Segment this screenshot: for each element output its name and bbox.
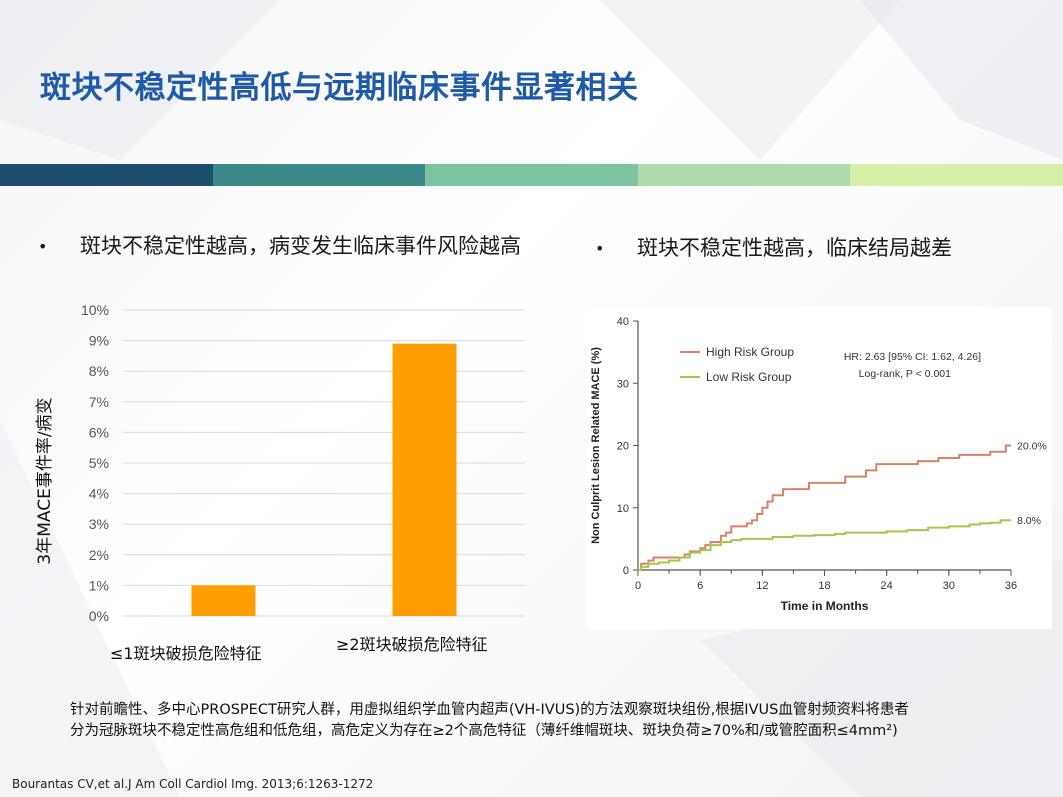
band-segment bbox=[637, 164, 851, 186]
km-y-tick-label: 20 bbox=[617, 441, 629, 453]
band-segment bbox=[0, 164, 213, 186]
citation: Bourantas CV,et al.J Am Coll Cardiol Img… bbox=[12, 777, 374, 791]
band-segment bbox=[212, 164, 426, 186]
color-band bbox=[0, 164, 1063, 186]
bar-y-tick-label: 8% bbox=[89, 363, 109, 379]
km-y-axis-title: Non Culprit Lesion Related MACE (%) bbox=[590, 347, 602, 544]
bar bbox=[191, 585, 256, 616]
km-x-tick-label: 24 bbox=[881, 580, 893, 592]
km-x-tick-label: 6 bbox=[697, 580, 703, 592]
bar-y-tick-label: 10% bbox=[81, 302, 109, 318]
km-p-annotation: Log-rank, P < 0.001 bbox=[859, 368, 951, 380]
bar bbox=[392, 343, 457, 616]
km-x-axis-title: Time in Months bbox=[781, 599, 869, 613]
bullet-right: • 斑块不稳定性越高，临床结局越差 bbox=[595, 234, 1037, 263]
study-note-line2: 分为冠脉斑块不稳定性高危组和低危组，高危定义为存在≥2个高危特征（薄纤维帽斑块、… bbox=[70, 723, 898, 739]
km-hr-annotation: HR: 2.63 [95% CI: 1.62, 4.26] bbox=[844, 351, 981, 363]
km-y-tick-label: 0 bbox=[623, 565, 629, 577]
bullet-left-text: 斑块不稳定性越高，病变发生临床事件风险越高 bbox=[80, 234, 521, 258]
bullet-left: • 斑块不稳定性越高，病变发生临床事件风险越高 bbox=[38, 232, 530, 261]
bar-y-tick-label: 1% bbox=[89, 577, 109, 593]
km-x-tick-label: 0 bbox=[635, 580, 641, 592]
study-note-line1: 针对前瞻性、多中心PROSPECT研究人群，用虚拟组织学血管内超声(VH-IVU… bbox=[70, 702, 909, 718]
km-x-tick-label: 18 bbox=[818, 580, 830, 592]
band-segment bbox=[850, 164, 1063, 186]
km-legend-label: Low Risk Group bbox=[706, 370, 792, 384]
km-end-label: 20.0% bbox=[1017, 441, 1047, 453]
bullet-right-text: 斑块不稳定性越高，临床结局越差 bbox=[637, 236, 952, 260]
km-end-label: 8.0% bbox=[1017, 515, 1041, 527]
bar-x-tick-label: ≥2斑块破损危险特征 bbox=[336, 635, 488, 654]
km-y-tick-label: 40 bbox=[617, 316, 629, 328]
bar-chart: 0% 1% 2% 3% 4% 5% 6% 7% 8% 9% 10% 3年MACE事件率/病变 bbox=[35, 302, 525, 624]
bar-y-tick-label: 7% bbox=[89, 394, 109, 410]
km-series-line bbox=[638, 519, 1011, 571]
band-segment bbox=[425, 164, 638, 186]
bar-y-tick-label: 5% bbox=[89, 455, 109, 471]
km-x-tick-label: 12 bbox=[756, 580, 768, 592]
bar-y-tick-label: 2% bbox=[89, 547, 109, 563]
bullet-dot: • bbox=[38, 237, 48, 256]
bar-y-tick-label: 3% bbox=[89, 516, 109, 532]
km-series-line bbox=[638, 444, 1011, 571]
km-x-tick-label: 36 bbox=[1005, 580, 1017, 592]
bar-y-tick-label: 9% bbox=[89, 333, 109, 349]
bar-y-tick-label: 4% bbox=[89, 486, 109, 502]
page-title: 斑块不稳定性高低与远期临床事件显著相关 bbox=[40, 70, 639, 106]
bullet-dot: • bbox=[595, 239, 605, 258]
km-y-tick-label: 10 bbox=[617, 503, 629, 515]
km-chart-panel: 0 10 20 30 40 0 6 12 18 24 30 36 Time in Months Non C… bbox=[586, 307, 1052, 629]
km-legend-label: High Risk Group bbox=[706, 345, 794, 359]
bar-y-axis-title: 3年MACE事件率/病变 bbox=[35, 397, 55, 564]
km-y-tick-label: 30 bbox=[617, 378, 629, 390]
study-note: 针对前瞻性、多中心PROSPECT研究人群，用虚拟组织学血管内超声(VH-IVU… bbox=[70, 700, 1030, 742]
km-chart: 0 10 20 30 40 0 6 12 18 24 30 36 Time in Months Non C… bbox=[590, 316, 1047, 613]
km-x-tick-label: 30 bbox=[943, 580, 955, 592]
bar-x-tick-label: ≤1斑块破损危险特征 bbox=[110, 644, 262, 663]
bar-y-tick-label: 0% bbox=[89, 608, 109, 624]
bar-y-tick-label: 6% bbox=[89, 424, 109, 440]
